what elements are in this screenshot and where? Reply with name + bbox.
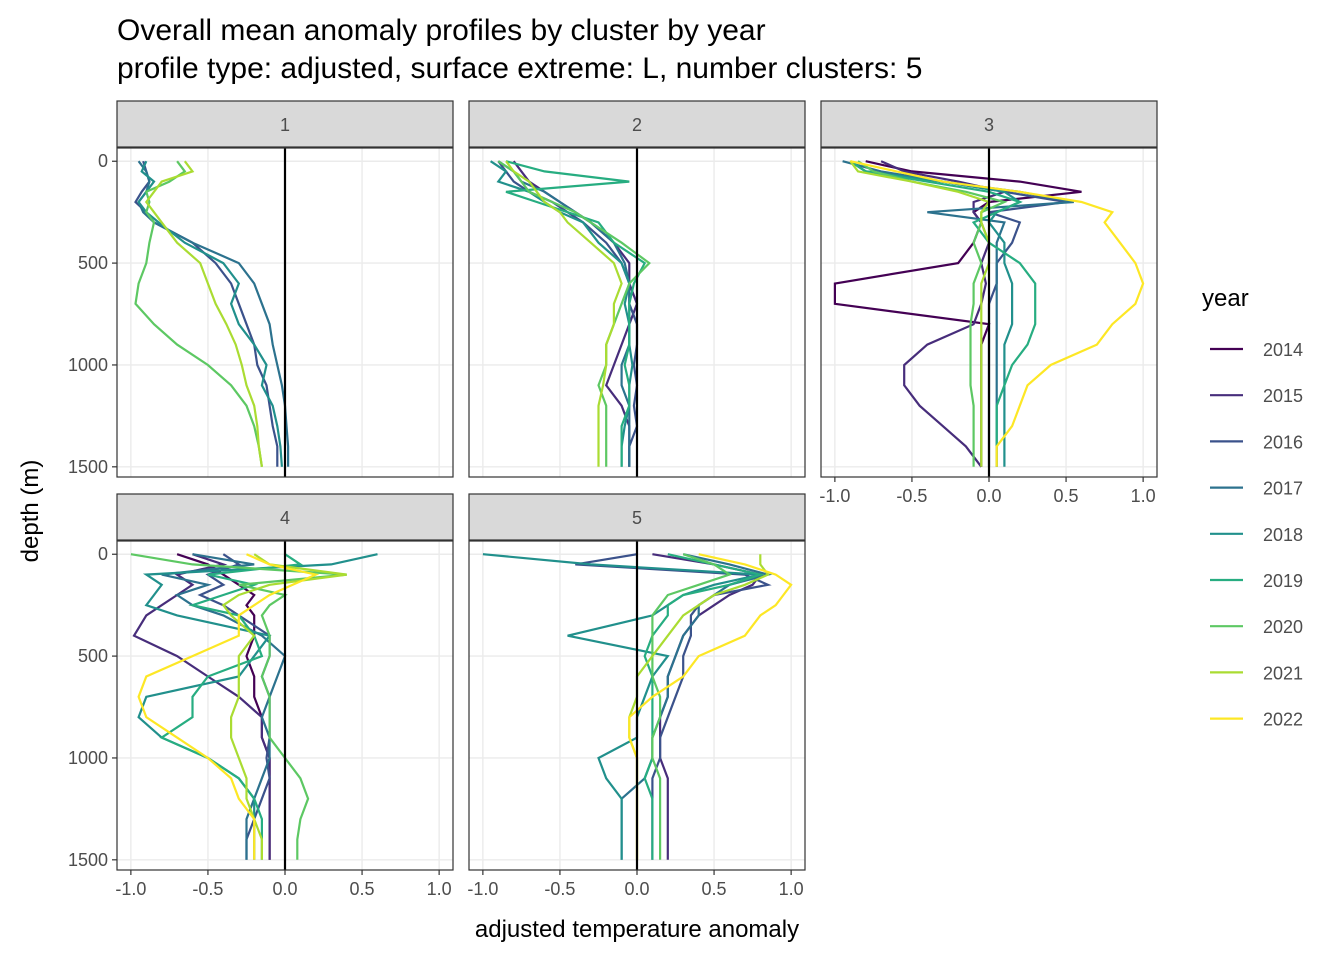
legend-label: 2022	[1263, 710, 1303, 730]
x-tick-label: -0.5	[896, 486, 927, 506]
profile-line	[144, 160, 263, 467]
y-tick-label: 500	[78, 646, 108, 666]
x-tick-label: 1.0	[779, 879, 804, 899]
y-tick-label: 1500	[68, 457, 108, 477]
y-tick-label: 1000	[68, 355, 108, 375]
x-axis-label: adjusted temperature anomaly	[475, 916, 799, 943]
profile-line	[134, 160, 263, 467]
strip	[116, 493, 454, 541]
profile-line	[159, 553, 304, 860]
x-tick-label: 0.0	[624, 879, 649, 899]
legend-title: year	[1202, 285, 1249, 312]
x-tick-label: 0.5	[702, 879, 727, 899]
x-tick-label: -0.5	[544, 879, 575, 899]
strip	[468, 100, 806, 148]
legend-label: 2017	[1263, 479, 1303, 499]
legend-label: 2021	[1263, 663, 1303, 683]
chart-subtitle: profile type: adjusted, surface extreme:…	[117, 52, 922, 85]
x-tick-label: 0.5	[1054, 486, 1079, 506]
profile-line	[221, 553, 347, 860]
strip-label: 2	[632, 115, 642, 135]
profile-line	[497, 160, 651, 467]
strip-label: 3	[984, 115, 994, 135]
y-tick-label: 0	[98, 544, 108, 564]
profile-line	[134, 160, 279, 467]
profile-line	[130, 553, 347, 860]
legend-label: 2016	[1263, 432, 1303, 452]
strip	[116, 100, 454, 148]
profile-line	[850, 160, 1145, 467]
profile-line	[857, 160, 1008, 467]
y-tick-label: 1500	[68, 850, 108, 870]
x-tick-label: -1.0	[467, 879, 498, 899]
chart-title: Overall mean anomaly profiles by cluster…	[117, 14, 766, 47]
y-axis-label: depth (m)	[17, 460, 44, 563]
strip-label: 4	[280, 508, 290, 528]
profile-line	[849, 160, 991, 467]
panel-border	[820, 147, 1158, 478]
profile-line	[505, 160, 647, 467]
strip	[468, 493, 806, 541]
strip-label: 5	[632, 508, 642, 528]
y-tick-label: 500	[78, 253, 108, 273]
x-tick-label: 0.0	[272, 879, 297, 899]
profile-line	[849, 160, 1023, 467]
x-tick-label: -1.0	[819, 486, 850, 506]
x-tick-label: 1.0	[1131, 486, 1156, 506]
legend-label: 2020	[1263, 617, 1303, 637]
panel-border	[116, 147, 454, 478]
panel-border	[468, 540, 806, 871]
y-tick-label: 1000	[68, 748, 108, 768]
profile-line	[651, 553, 732, 860]
strip-label: 1	[280, 115, 290, 135]
x-tick-label: -1.0	[115, 879, 146, 899]
x-tick-label: 0.5	[350, 879, 375, 899]
x-tick-label: 0.0	[976, 486, 1001, 506]
x-tick-label: 1.0	[427, 879, 452, 899]
legend-label: 2014	[1263, 340, 1303, 360]
panel-border	[468, 147, 806, 478]
x-tick-label: -0.5	[192, 879, 223, 899]
panel-border	[116, 540, 454, 871]
legend-label: 2018	[1263, 525, 1303, 545]
profile-line	[505, 160, 623, 467]
legend-label: 2015	[1263, 386, 1303, 406]
strip	[820, 100, 1158, 148]
legend-label: 2019	[1263, 571, 1303, 591]
profile-line	[137, 553, 320, 860]
y-tick-label: 0	[98, 151, 108, 171]
